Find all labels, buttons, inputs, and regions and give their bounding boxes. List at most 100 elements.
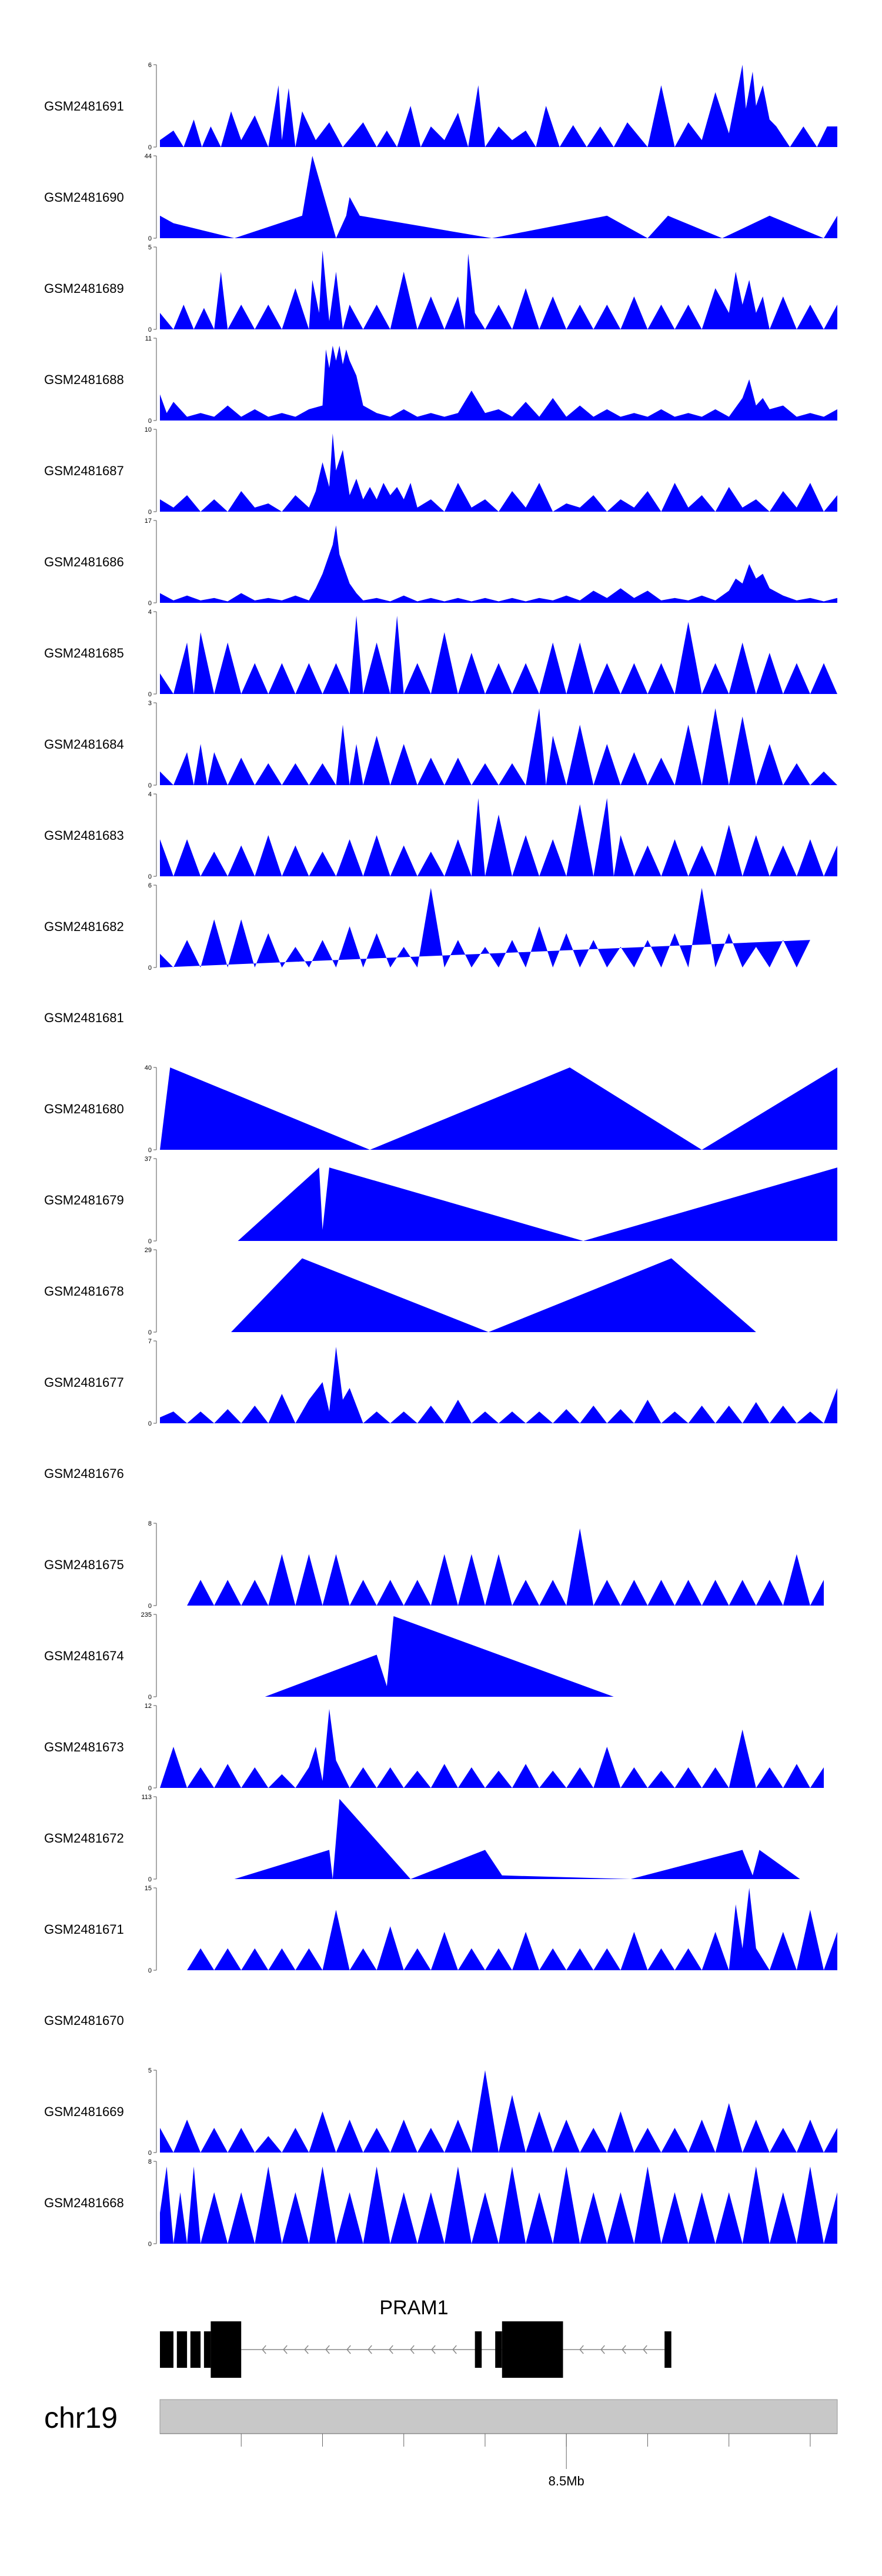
- gene-exon: [211, 2321, 242, 2378]
- strand-arrow: [283, 2345, 288, 2354]
- track-GSM2481688: GSM2481688 11 0: [44, 335, 837, 425]
- signal-area: [160, 1347, 837, 1423]
- y-tick-label-max: 11: [145, 335, 152, 342]
- track-GSM2481678: GSM2481678 29 0: [44, 1247, 756, 1336]
- signal-area: [160, 616, 837, 694]
- track-GSM2481674: GSM2481674 235 0: [44, 1611, 614, 1701]
- signal-area: [160, 433, 837, 512]
- signal-area: [231, 1258, 756, 1332]
- signal-area: [160, 2070, 837, 2153]
- gene-exon: [495, 2331, 502, 2368]
- y-tick-label-max: 8: [148, 1520, 152, 1527]
- y-tick-label-max: 5: [148, 244, 152, 251]
- position-axis-label: 8.5Mb: [549, 2474, 584, 2488]
- gene-exon: [502, 2321, 563, 2378]
- track-GSM2481673: GSM2481673 12 0: [44, 1703, 824, 1792]
- strand-arrow: [262, 2345, 266, 2354]
- track-label: GSM2481681: [44, 1010, 124, 1025]
- signal-area: [160, 525, 837, 603]
- signal-area: [160, 250, 837, 329]
- gene-track: PRAM1: [160, 2297, 671, 2378]
- y-tick-label-min: 0: [148, 2241, 152, 2248]
- strand-arrow: [622, 2345, 626, 2354]
- track-label: GSM2481676: [44, 1466, 124, 1481]
- y-tick-label-min: 0: [148, 1329, 152, 1336]
- track-GSM2481668: GSM2481668 8 0: [44, 2158, 837, 2248]
- strand-arrow: [579, 2345, 584, 2354]
- track-label: GSM2481688: [44, 372, 124, 387]
- y-tick-label-min: 0: [148, 1694, 152, 1701]
- track-GSM2481669: GSM2481669 5 0: [44, 2067, 837, 2157]
- track-GSM2481672: GSM2481672 113 0: [44, 1794, 800, 1883]
- track-label: GSM2481690: [44, 190, 124, 205]
- y-tick-label-max: 15: [145, 1885, 152, 1892]
- y-tick-label-min: 0: [148, 418, 152, 425]
- chromosome-label: chr19: [44, 2401, 118, 2434]
- y-tick-label-min: 0: [148, 2150, 152, 2157]
- track-GSM2481670: GSM2481670: [44, 2013, 124, 2028]
- track-GSM2481681: GSM2481681: [44, 1010, 124, 1025]
- y-tick-label-min: 0: [148, 1238, 152, 1245]
- track-GSM2481690: GSM2481690 44 0: [44, 153, 837, 242]
- track-GSM2481689: GSM2481689 5 0: [44, 244, 837, 333]
- strand-arrow: [304, 2345, 309, 2354]
- signal-area: [160, 1067, 837, 1150]
- signal-area: [187, 1528, 824, 1606]
- strand-arrow: [643, 2345, 647, 2354]
- y-tick-label-max: 37: [145, 1156, 152, 1163]
- gene-exon: [664, 2331, 671, 2368]
- y-tick-label-max: 6: [148, 62, 152, 69]
- gene-name-label: PRAM1: [379, 2297, 448, 2319]
- track-GSM2481677: GSM2481677 7 0: [44, 1338, 837, 1427]
- y-tick-label-max: 113: [141, 1794, 152, 1801]
- track-label: GSM2481674: [44, 1649, 124, 1663]
- strand-arrow: [325, 2345, 330, 2354]
- y-tick-label-max: 10: [145, 426, 152, 433]
- strand-arrow: [452, 2345, 457, 2354]
- y-tick-label-min: 0: [148, 1967, 152, 1974]
- track-label: GSM2481686: [44, 555, 124, 569]
- track-label: GSM2481672: [44, 1831, 124, 1846]
- signal-area: [160, 345, 837, 421]
- strand-arrow: [600, 2345, 605, 2354]
- y-tick-label-max: 6: [148, 882, 152, 889]
- track-label: GSM2481675: [44, 1557, 124, 1572]
- gene-exon: [176, 2331, 188, 2368]
- signal-area: [238, 1167, 837, 1241]
- track-label: GSM2481680: [44, 1102, 124, 1116]
- signal-area: [234, 1798, 800, 1879]
- y-tick-label-max: 29: [145, 1247, 152, 1254]
- y-tick-label-min: 0: [148, 965, 152, 972]
- strand-arrow: [389, 2345, 393, 2354]
- track-label: GSM2481679: [44, 1193, 124, 1207]
- track-label: GSM2481685: [44, 646, 124, 660]
- y-tick-label-min: 0: [148, 782, 152, 789]
- strand-arrow: [368, 2345, 372, 2354]
- y-tick-label-min: 0: [148, 1785, 152, 1792]
- y-tick-label-max: 5: [148, 2067, 152, 2074]
- y-tick-label-min: 0: [148, 1420, 152, 1427]
- track-label: GSM2481682: [44, 919, 124, 934]
- strand-arrow: [410, 2345, 415, 2354]
- track-GSM2481687: GSM2481687 10 0: [44, 426, 837, 516]
- track-label: GSM2481689: [44, 281, 124, 296]
- signal-area: [160, 708, 837, 785]
- y-tick-label-min: 0: [148, 144, 152, 151]
- track-label: GSM2481691: [44, 99, 124, 114]
- signal-tracks: GSM248169160GSM2481690440GSM248168950GSM…: [44, 62, 838, 2248]
- track-label: GSM2481671: [44, 1922, 124, 1937]
- signal-area: [160, 65, 837, 147]
- y-tick-label-min: 0: [148, 691, 152, 698]
- track-GSM2481676: GSM2481676: [44, 1466, 124, 1481]
- y-tick-label-min: 0: [148, 326, 152, 333]
- gene-exon: [160, 2331, 173, 2368]
- strand-arrow: [346, 2345, 351, 2354]
- gene-exon: [475, 2331, 482, 2368]
- y-tick-label-max: 4: [148, 609, 152, 616]
- y-tick-label-max: 3: [148, 700, 152, 707]
- signal-area: [160, 1709, 824, 1788]
- track-GSM2481675: GSM2481675 8 0: [44, 1520, 824, 1610]
- signal-area: [160, 156, 837, 238]
- track-GSM2481679: GSM2481679 37 0: [44, 1156, 837, 1245]
